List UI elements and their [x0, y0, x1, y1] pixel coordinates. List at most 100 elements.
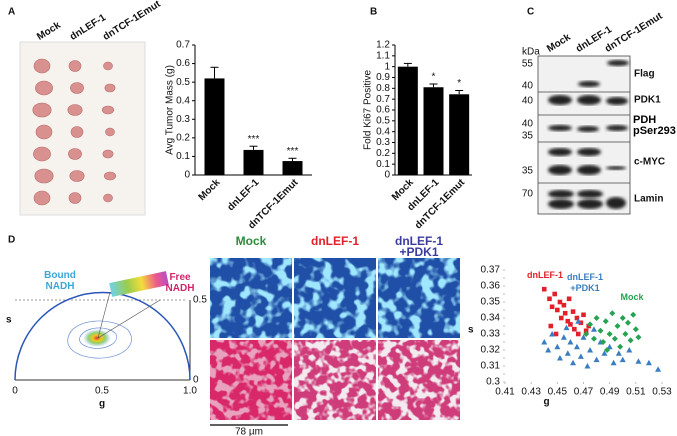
photo-column-label: Mock — [35, 20, 63, 43]
blot-band — [606, 197, 626, 209]
point — [630, 311, 637, 318]
point — [577, 353, 584, 359]
tumor — [104, 83, 116, 93]
point — [583, 331, 590, 337]
point — [602, 318, 609, 325]
y-tick-label: 0.4 — [176, 95, 190, 106]
point — [635, 334, 642, 341]
point — [555, 307, 560, 313]
point — [581, 312, 586, 318]
y-tick-label: 0.32 — [481, 345, 501, 356]
point — [578, 320, 584, 326]
point — [568, 322, 573, 327]
photo-column-label: dnLEF-1 — [68, 12, 108, 43]
phasor-tick-label: 1.0 — [183, 386, 197, 397]
point — [558, 315, 564, 321]
y-tick-label: 0.5 — [176, 77, 190, 88]
nadh-texture — [294, 258, 376, 338]
phasor-tick-label: 0.5 — [95, 386, 109, 397]
point — [541, 339, 548, 345]
blot-band — [548, 190, 574, 198]
significance: * — [432, 72, 436, 83]
tumor — [33, 58, 51, 74]
significance: *** — [287, 146, 299, 157]
x-tick-label: 0.45 — [548, 387, 568, 398]
point — [610, 359, 617, 366]
point — [565, 318, 571, 324]
point — [619, 356, 626, 363]
point — [617, 343, 624, 350]
legend-label: Mock — [620, 292, 644, 302]
y-tick-label: 1.1 — [376, 50, 390, 61]
point — [622, 331, 629, 337]
phasor-texture — [210, 340, 292, 420]
blot-column-label: Mock — [545, 32, 573, 55]
blot-bands — [538, 60, 630, 209]
x-tick-label: 0.53 — [652, 387, 672, 398]
y-tick-label: 0 — [184, 170, 190, 181]
panel-label: D — [8, 235, 15, 246]
phasor-plot — [14, 271, 191, 381]
point — [611, 335, 618, 342]
y-tick-label: 0.9 — [376, 72, 390, 83]
y-tick-label: 0.4 — [376, 126, 390, 137]
point — [545, 347, 552, 353]
blot-band — [606, 125, 628, 131]
y-tick-label: 0.2 — [176, 132, 190, 143]
phasor-axis-label: g — [99, 399, 105, 410]
blot-band — [548, 125, 572, 131]
significance: * — [457, 78, 461, 89]
tumor — [102, 105, 115, 115]
point — [619, 315, 626, 321]
point — [572, 326, 577, 332]
y-tick-label: 0.35 — [481, 297, 501, 308]
point — [563, 324, 570, 331]
tumor — [103, 61, 113, 71]
panel-label: C — [527, 7, 534, 18]
blot-band — [577, 165, 601, 175]
tumor — [33, 146, 51, 162]
imaging-column-label: dnLEF-1 — [311, 234, 359, 248]
legend-label: dnLEF-1 +PDK1 — [567, 272, 603, 293]
y-axis-label: s — [468, 325, 474, 336]
y-tick-label: 0.1 — [376, 159, 390, 170]
kda-marker: 35 — [522, 131, 534, 142]
blot-band — [577, 126, 599, 132]
tumor — [67, 104, 83, 116]
imaging-panels — [210, 258, 460, 420]
point — [635, 358, 642, 364]
point — [590, 326, 597, 332]
y-tick-label: 0.3 — [376, 137, 390, 148]
point — [549, 304, 555, 310]
tumor — [70, 126, 84, 138]
bar — [449, 94, 470, 175]
tumor — [103, 193, 113, 203]
blot-band — [606, 97, 628, 105]
point — [547, 296, 552, 302]
phasor-texture — [378, 340, 460, 420]
point — [562, 310, 568, 316]
tumor — [68, 192, 82, 204]
blot-unit: kDa — [522, 47, 540, 58]
blot-row-label: Flag — [634, 69, 655, 80]
y-tick-label: 0.7 — [176, 40, 190, 51]
point — [590, 335, 597, 342]
x-tick-label: dnLEF-1 — [225, 177, 261, 213]
point — [627, 337, 634, 344]
point — [564, 350, 571, 356]
y-tick-label: 0.6 — [176, 58, 190, 69]
point — [624, 319, 631, 326]
blot-band — [607, 60, 629, 66]
blot-row-label: c-MYC — [634, 157, 665, 168]
tumor — [68, 148, 82, 160]
y-tick-label: 1.2 — [376, 40, 390, 51]
point — [552, 291, 558, 297]
bar — [423, 87, 444, 175]
y-tick-label: 0.1 — [176, 151, 190, 162]
point — [573, 343, 580, 350]
blot-band — [606, 166, 626, 170]
point — [645, 359, 652, 366]
phasor-label: Bound NADH — [44, 270, 76, 292]
tumor — [70, 82, 84, 94]
western-blot — [537, 55, 631, 215]
